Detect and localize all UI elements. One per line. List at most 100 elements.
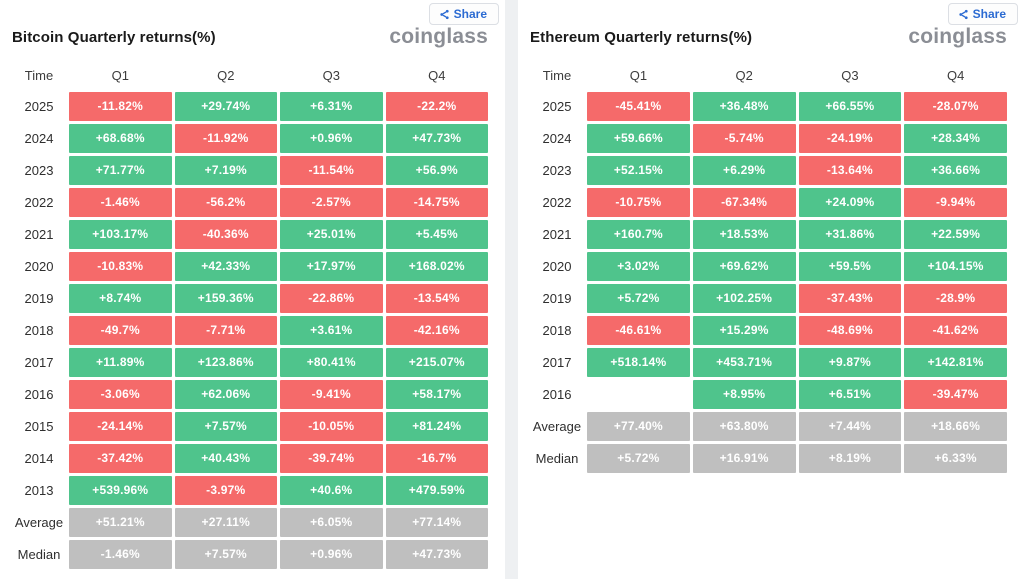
return-cell: -13.64% [798,156,902,185]
row-label: 2018 [24,323,54,338]
column-header-q2: Q2 [217,67,235,83]
row-label: 2016 [542,387,572,402]
return-cell: +36.48% [692,92,796,121]
return-cell: +8.19% [798,444,902,473]
return-cell: -16.7% [385,444,488,473]
row-label: 2020 [24,259,54,274]
return-cell: +58.17% [385,380,488,409]
column-header-q1: Q1 [111,67,129,83]
row-label: 2025 [542,99,572,114]
return-cell: +59.66% [587,124,690,153]
page-title: Bitcoin Quarterly returns(%) [12,28,216,46]
return-cell: +71.77% [69,156,172,185]
return-cell: +40.43% [174,444,277,473]
row-label: Average [532,419,582,434]
return-cell: -40.36% [174,220,277,249]
table-row: 2014 -37.42% +40.43% -39.74% -16.7% [12,444,488,473]
row-label: 2019 [24,291,54,306]
return-cell: -42.16% [385,316,488,345]
page-title: Ethereum Quarterly returns(%) [530,28,753,46]
return-cell: -49.7% [69,316,172,345]
return-cell: +160.7% [587,220,690,249]
table-row: 2016 +8.95% +6.51% -39.47% [530,380,1007,409]
empty-cell [587,380,690,409]
return-cell: +36.66% [904,156,1007,185]
table-row: 2022 -10.75% -67.34% +24.09% -9.94% [530,188,1007,217]
return-cell: +5.72% [587,284,690,313]
return-cell: -11.92% [174,124,277,153]
table-row: 2021 +160.7% +18.53% +31.86% +22.59% [530,220,1007,249]
return-cell: +18.53% [692,220,796,249]
return-cell: +123.86% [174,348,277,377]
row-label: 2015 [24,419,54,434]
return-cell: +8.95% [692,380,796,409]
share-button[interactable]: Share [947,3,1018,25]
table-row: 2025 -11.82% +29.74% +6.31% -22.2% [12,92,488,121]
return-cell: -1.46% [69,540,172,569]
table-row: 2019 +5.72% +102.25% -37.43% -28.9% [530,284,1007,313]
share-button[interactable]: Share [428,3,499,25]
return-cell: -24.19% [798,124,902,153]
return-cell: +539.96% [69,476,172,505]
return-cell: +25.01% [280,220,383,249]
return-cell: -39.47% [904,380,1007,409]
row-label: 2025 [24,99,54,114]
return-cell: +47.73% [385,540,488,569]
return-cell: +28.34% [904,124,1007,153]
return-cell: -10.05% [280,412,383,441]
return-cell: -37.42% [69,444,172,473]
table-body: 2025 -11.82% +29.74% +6.31% -22.2% 2024 +68.68… [12,92,488,569]
column-header-q3: Q3 [841,67,859,83]
bitcoin-returns-panel: Share Bitcoin Quarterly returns(%) coing… [0,0,505,579]
table-header-row: Time Q1 Q2 Q3 Q4 [530,64,1007,86]
row-label: 2017 [24,355,54,370]
return-cell: +103.17% [69,220,172,249]
return-cell: -11.82% [69,92,172,121]
return-cell: +62.06% [174,380,277,409]
return-cell: -39.74% [280,444,383,473]
return-cell: -46.61% [587,316,690,345]
table-row: 2024 +59.66% -5.74% -24.19% +28.34% [530,124,1007,153]
returns-table: Time Q1 Q2 Q3 Q4 2025 -11.82% +29.74% +6.31… [0,50,505,569]
return-cell: +5.72% [587,444,690,473]
return-cell: +24.09% [798,188,902,217]
table-row: 2022 -1.46% -56.2% -2.57% -14.75% [12,188,488,217]
table-row: Median -1.46% +7.57% +0.96% +47.73% [12,540,488,569]
return-cell: +159.36% [174,284,277,313]
row-label: 2018 [542,323,572,338]
return-cell: +3.61% [280,316,383,345]
return-cell: -24.14% [69,412,172,441]
table-row: 2025 -45.41% +36.48% +66.55% -28.07% [530,92,1007,121]
column-header-q4: Q4 [946,67,965,83]
return-cell: +80.41% [280,348,383,377]
return-cell: +7.57% [174,540,277,569]
return-cell: -9.41% [280,380,383,409]
return-cell: +68.68% [69,124,172,153]
return-cell: +453.71% [692,348,796,377]
table-row: 2023 +52.15% +6.29% -13.64% +36.66% [530,156,1007,185]
return-cell: +27.11% [174,508,277,537]
share-icon [958,9,969,20]
return-cell: +31.86% [798,220,902,249]
return-cell: +6.51% [798,380,902,409]
return-cell: -9.94% [904,188,1007,217]
return-cell: +479.59% [385,476,488,505]
ethereum-returns-panel: Share Ethereum Quarterly returns(%) coin… [518,0,1024,579]
table-row: 2017 +11.89% +123.86% +80.41% +215.07% [12,348,488,377]
table-row: 2020 -10.83% +42.33% +17.97% +168.02% [12,252,488,281]
row-label: 2020 [542,259,572,274]
row-label: 2022 [542,195,572,210]
return-cell: -5.74% [692,124,796,153]
table-row: 2024 +68.68% -11.92% +0.96% +47.73% [12,124,488,153]
return-cell: +0.96% [280,124,383,153]
return-cell: -22.86% [280,284,383,313]
return-cell: +16.91% [692,444,796,473]
return-cell: -22.2% [385,92,488,121]
row-label: Median [535,451,579,466]
return-cell: +22.59% [904,220,1007,249]
return-cell: -56.2% [174,188,277,217]
return-cell: -3.97% [174,476,277,505]
column-header-q3: Q3 [322,67,340,83]
return-cell: +56.9% [385,156,488,185]
share-button-label: Share [972,7,1006,21]
